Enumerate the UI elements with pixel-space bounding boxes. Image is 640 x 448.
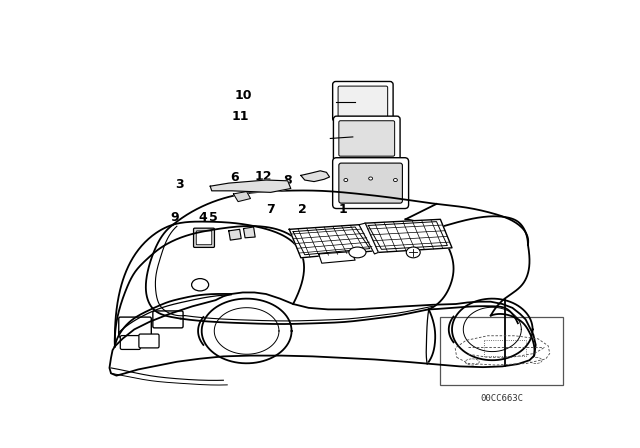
Polygon shape [210, 180, 291, 192]
FancyBboxPatch shape [333, 82, 393, 121]
Text: 4: 4 [198, 211, 207, 224]
Text: 9: 9 [170, 211, 179, 224]
Polygon shape [234, 192, 250, 202]
Polygon shape [359, 223, 378, 254]
Polygon shape [289, 225, 374, 258]
FancyBboxPatch shape [196, 231, 212, 245]
FancyBboxPatch shape [120, 336, 140, 349]
Text: 2: 2 [298, 203, 307, 216]
Text: 10: 10 [235, 89, 252, 102]
Text: 11: 11 [232, 110, 249, 123]
Ellipse shape [369, 177, 372, 180]
Text: 12: 12 [255, 170, 272, 183]
Text: 8: 8 [283, 174, 292, 187]
FancyBboxPatch shape [333, 158, 408, 208]
Ellipse shape [349, 247, 366, 258]
FancyBboxPatch shape [153, 311, 183, 328]
Ellipse shape [406, 247, 420, 258]
Bar [440, 317, 563, 385]
Ellipse shape [344, 178, 348, 181]
Polygon shape [244, 227, 255, 238]
Polygon shape [301, 171, 330, 181]
Polygon shape [365, 220, 452, 252]
Text: 00CC663C: 00CC663C [480, 394, 523, 403]
Ellipse shape [394, 178, 397, 181]
Text: 7: 7 [267, 203, 275, 216]
Text: 3: 3 [175, 178, 184, 191]
Polygon shape [319, 252, 355, 263]
Text: 6: 6 [230, 172, 239, 185]
FancyBboxPatch shape [333, 116, 400, 161]
Text: 1: 1 [339, 203, 348, 216]
FancyBboxPatch shape [339, 163, 403, 203]
FancyBboxPatch shape [119, 317, 151, 337]
FancyBboxPatch shape [338, 86, 388, 117]
Bar [484, 340, 527, 356]
Polygon shape [229, 229, 241, 240]
Text: 5: 5 [209, 211, 218, 224]
FancyBboxPatch shape [139, 334, 159, 348]
FancyBboxPatch shape [339, 121, 395, 156]
FancyBboxPatch shape [193, 228, 214, 247]
